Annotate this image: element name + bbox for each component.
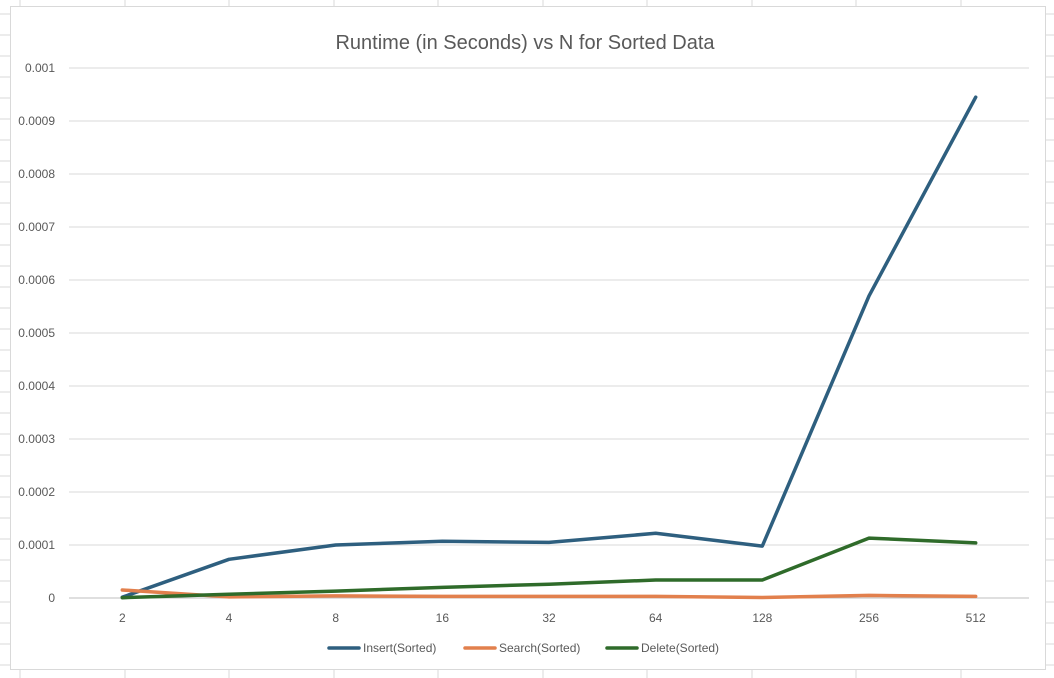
x-tick-label: 32 bbox=[542, 611, 556, 625]
y-tick-label: 0.0003 bbox=[18, 432, 55, 446]
y-axis-tick-labels: 0 0.0001 0.0002 0.0003 0.0004 0.0005 0.0006 0.0… bbox=[18, 61, 55, 605]
gridlines bbox=[69, 67, 1029, 599]
y-tick-label: 0.0007 bbox=[18, 220, 55, 234]
y-tick-label: 0.0009 bbox=[18, 114, 55, 128]
legend-label: Insert(Sorted) bbox=[363, 641, 436, 655]
x-tick-label: 8 bbox=[332, 611, 339, 625]
chart-area[interactable]: Runtime (in Seconds) vs N for Sorted Dat… bbox=[10, 6, 1046, 670]
legend-label: Search(Sorted) bbox=[499, 641, 580, 655]
y-tick-label: 0.001 bbox=[25, 61, 55, 75]
x-tick-label: 4 bbox=[226, 611, 233, 625]
x-tick-label: 128 bbox=[752, 611, 772, 625]
x-tick-label: 2 bbox=[119, 611, 126, 625]
y-tick-label: 0.0006 bbox=[18, 273, 55, 287]
y-tick-label: 0.0005 bbox=[18, 326, 55, 340]
legend-label: Delete(Sorted) bbox=[641, 641, 719, 655]
y-tick-label: 0.0008 bbox=[18, 167, 55, 181]
line-chart: Runtime (in Seconds) vs N for Sorted Dat… bbox=[18, 32, 1029, 655]
series-line-search-sorted[interactable] bbox=[120, 588, 978, 600]
x-axis-tick-labels: 2 4 8 16 32 64 128 256 512 bbox=[119, 611, 986, 625]
chart-title: Runtime (in Seconds) vs N for Sorted Dat… bbox=[335, 32, 715, 54]
y-tick-label: 0.0002 bbox=[18, 485, 55, 499]
legend: Insert(Sorted) Search(Sorted) Delete(Sorte… bbox=[327, 641, 719, 655]
series-lines bbox=[120, 95, 978, 600]
x-tick-label: 64 bbox=[649, 611, 663, 625]
x-tick-label: 16 bbox=[436, 611, 450, 625]
x-tick-label: 512 bbox=[966, 611, 986, 625]
series-line-insert-sorted[interactable] bbox=[120, 95, 978, 599]
y-tick-label: 0 bbox=[48, 591, 55, 605]
y-tick-label: 0.0004 bbox=[18, 379, 55, 393]
y-tick-label: 0.0001 bbox=[18, 538, 55, 552]
series-line-delete-sorted[interactable] bbox=[120, 536, 978, 600]
x-tick-label: 256 bbox=[859, 611, 879, 625]
